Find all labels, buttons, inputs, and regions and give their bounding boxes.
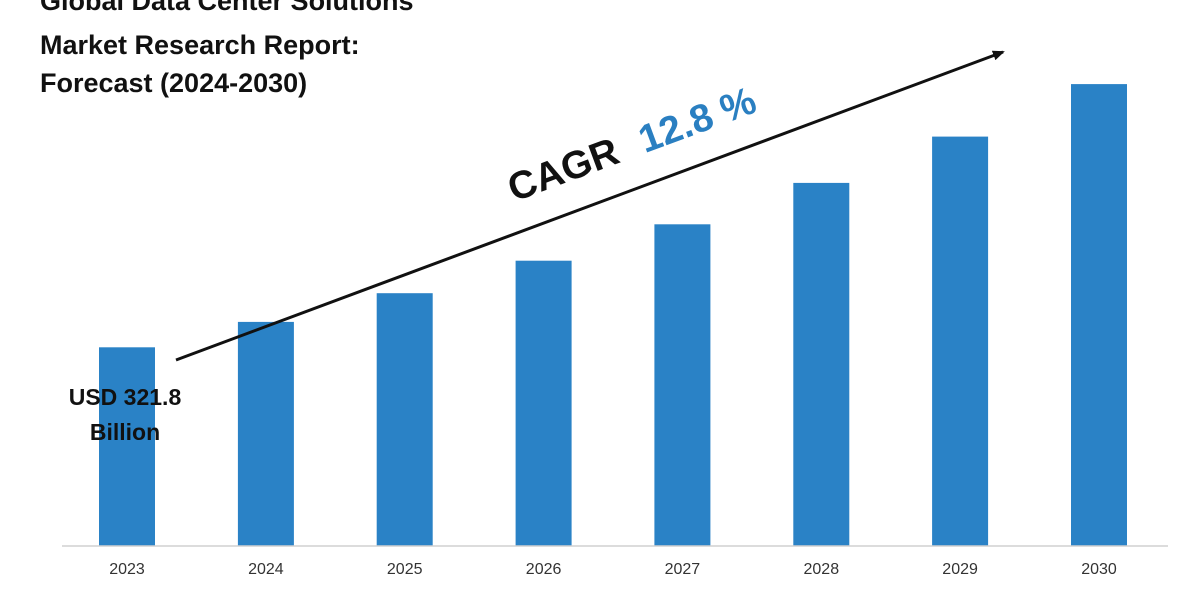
bar-2028: [793, 182, 850, 546]
bar-series: [99, 84, 1127, 547]
bar-2030: [1071, 84, 1127, 546]
x-tick-label-2030: 2030: [1081, 561, 1117, 578]
chart-title-line-1: Global Data Center Solutions: [40, 0, 414, 16]
chart-title-line-3: Forecast (2024-2030): [40, 68, 308, 98]
bar-2024: [237, 321, 294, 546]
chart-title-line-2: Market Research Report:: [40, 30, 360, 60]
bar-2025: [376, 293, 433, 546]
x-tick-label-2027: 2027: [665, 561, 701, 578]
x-tick-label-2026: 2026: [526, 561, 562, 578]
bar-2029: [932, 136, 989, 546]
x-tick-label-2029: 2029: [942, 561, 978, 578]
x-tick-labels: 2023 2024 2025 2026 2027 2028 2029 2030: [109, 561, 1117, 578]
x-tick-label-2025: 2025: [387, 561, 423, 578]
base-value-label-line2: Billion: [90, 419, 160, 445]
x-tick-label-2023: 2023: [109, 561, 145, 578]
x-tick-label-2024: 2024: [248, 561, 284, 578]
cagr-trend-arrow: [175, 50, 1005, 362]
bar-2026: [515, 260, 572, 546]
bar-2023: [99, 347, 155, 546]
bar-2027: [654, 224, 711, 547]
x-tick-label-2028: 2028: [804, 561, 840, 578]
base-value-label-line1: USD 321.8: [69, 384, 182, 410]
